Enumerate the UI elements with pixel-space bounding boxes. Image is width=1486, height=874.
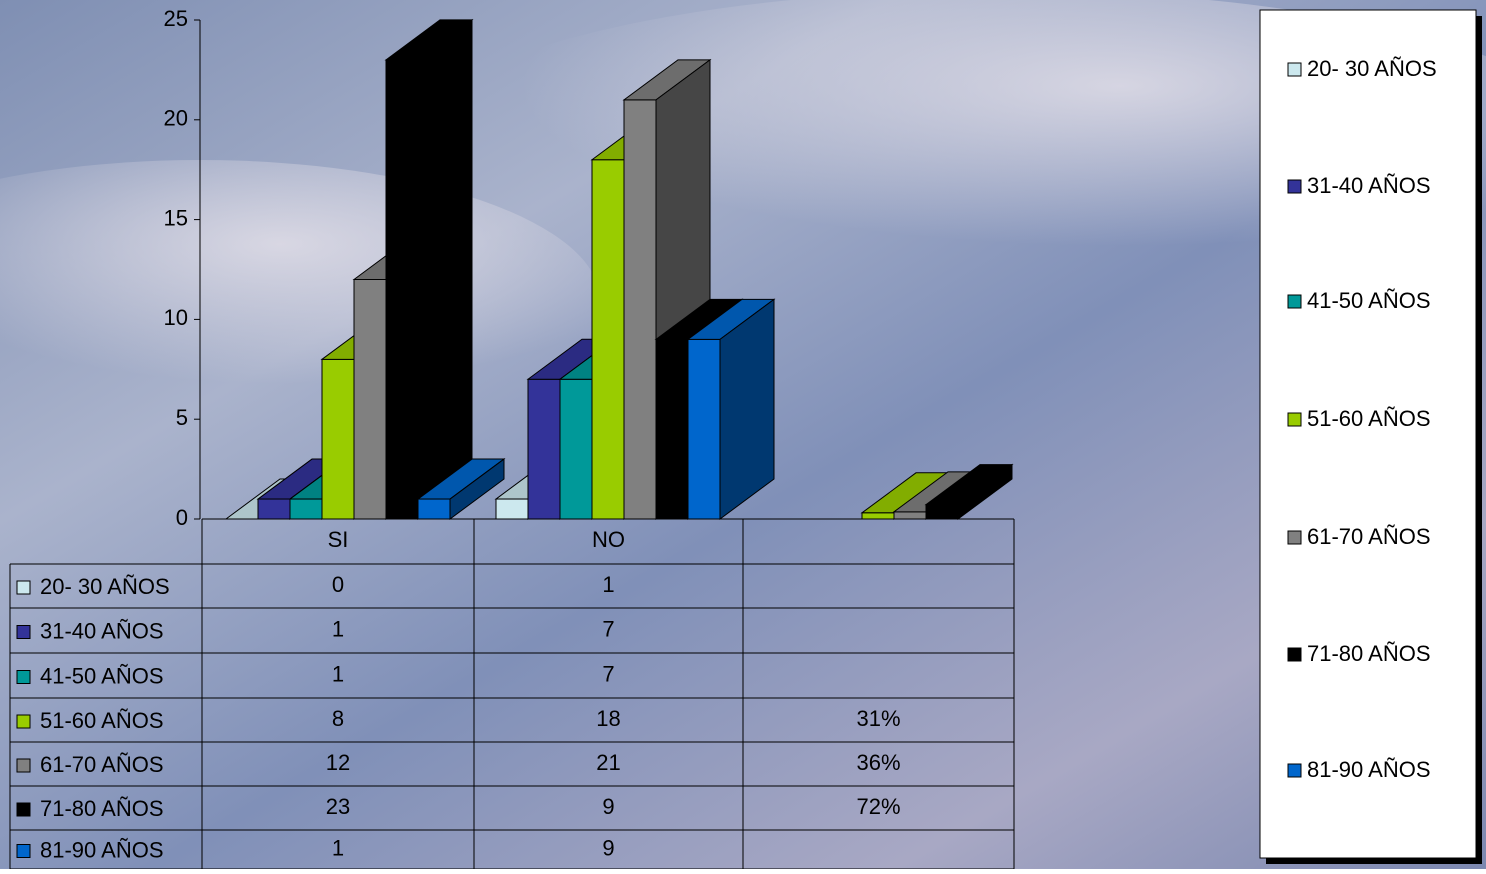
legend-swatch: [16, 844, 31, 858]
table-row-label: 71-80 AÑOS: [40, 796, 164, 821]
bar: [861, 512, 895, 520]
bar: [655, 338, 689, 520]
legend-swatch: [1287, 647, 1302, 662]
legend-swatch: [16, 758, 31, 773]
y-tick-label: 10: [164, 305, 188, 330]
legend-label: 20- 30 AÑOS: [1307, 56, 1437, 81]
table-cell: 12: [326, 750, 350, 775]
y-tick-label: 0: [176, 505, 188, 530]
legend-swatch: [1287, 412, 1302, 427]
bar-side: [957, 463, 1013, 520]
table-cell: 36%: [856, 750, 900, 775]
table-cell: 0: [332, 572, 344, 597]
table-cell: 21: [596, 750, 620, 775]
y-tick-label: 5: [176, 405, 188, 430]
legend-swatch: [1287, 294, 1302, 309]
y-tick-label: 15: [164, 205, 188, 230]
legend-swatch: [1287, 763, 1302, 778]
bar: [623, 99, 657, 520]
legend-label: 51-60 AÑOS: [1307, 406, 1431, 431]
legend-swatch: [16, 670, 31, 684]
bar-side: [449, 458, 505, 520]
legend-label: 41-50 AÑOS: [1307, 288, 1431, 313]
table-row-label: 81-90 AÑOS: [40, 837, 164, 862]
table-cell: 1: [602, 572, 614, 597]
y-tick-label: 20: [164, 106, 188, 131]
legend-swatch: [16, 802, 31, 817]
x-tick-label: SI: [328, 527, 349, 552]
bar: [417, 498, 451, 520]
table-cell: 1: [332, 616, 344, 641]
bar: [559, 378, 593, 520]
bar: [687, 338, 721, 520]
table-row-label: 61-70 AÑOS: [40, 752, 164, 777]
table-row-label: 41-50 AÑOS: [40, 663, 164, 688]
legend-swatch: [1287, 530, 1302, 545]
table-cell: 9: [602, 835, 614, 860]
table-cell: 9: [602, 794, 614, 819]
legend-swatch: [1287, 179, 1302, 194]
legend-swatch: [16, 714, 31, 729]
table-cell: 7: [602, 661, 614, 686]
bar: [893, 511, 927, 520]
bar: [289, 498, 323, 520]
legend-label: 71-80 AÑOS: [1307, 641, 1431, 666]
table-cell: 1: [332, 661, 344, 686]
bar: [321, 358, 355, 520]
table-cell: 72%: [856, 794, 900, 819]
legend-swatch: [1287, 62, 1302, 77]
table-cell: 18: [596, 706, 620, 731]
legend-swatch: [16, 580, 31, 595]
table-cell: 7: [602, 616, 614, 641]
table-cell: 1: [332, 835, 344, 860]
legend-swatch: [16, 625, 31, 639]
legend-label: 81-90 AÑOS: [1307, 757, 1431, 782]
bar: [591, 159, 625, 520]
table-cell: 31%: [856, 706, 900, 731]
bar: [257, 498, 291, 520]
legend-label: 61-70 AÑOS: [1307, 524, 1431, 549]
table-row-label: 31-40 AÑOS: [40, 618, 164, 643]
bar-side: [417, 18, 473, 520]
legend-box: [1259, 9, 1477, 859]
table-cell: 23: [326, 794, 350, 819]
table-row-label: 20- 30 AÑOS: [40, 574, 170, 599]
bar: [527, 378, 561, 520]
bar: [385, 59, 419, 520]
table-cell: 8: [332, 706, 344, 731]
bar-side: [719, 298, 775, 520]
table-row-label: 51-60 AÑOS: [40, 708, 164, 733]
legend-label: 31-40 AÑOS: [1307, 173, 1431, 198]
bar: [495, 498, 529, 520]
y-tick-label: 25: [164, 6, 188, 31]
bar: [925, 504, 959, 520]
bar: [353, 278, 387, 520]
x-tick-label: NO: [592, 527, 625, 552]
